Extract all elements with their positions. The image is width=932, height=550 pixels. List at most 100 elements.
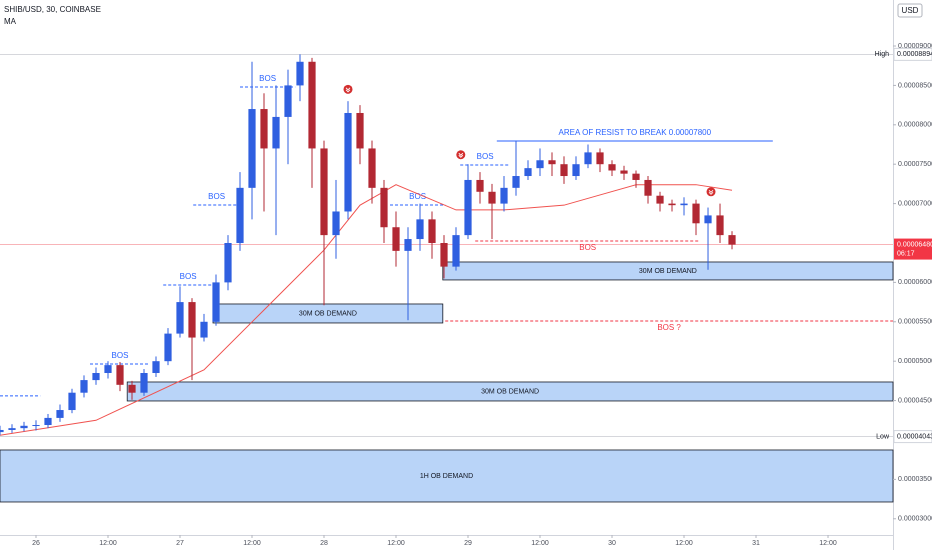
- candle-body: [224, 242, 232, 283]
- x-tick-label: 12:00: [387, 540, 405, 547]
- currency-box[interactable]: [897, 3, 923, 18]
- price-tag-label: 0.00008894: [897, 51, 932, 58]
- y-tick-label: 0.00006000: [898, 279, 932, 286]
- y-tick-label: 0.00005500: [898, 319, 932, 326]
- candle-body: [596, 152, 604, 165]
- y-tick-label: 0.00008000: [898, 122, 932, 129]
- candle-body: [344, 112, 352, 212]
- level-label: BOS ?: [657, 323, 681, 332]
- y-tick-label: 0.00007000: [898, 200, 932, 207]
- candle-body: [572, 164, 580, 177]
- candle-body: [356, 112, 364, 149]
- candle-body: [716, 215, 724, 236]
- candle-body: [56, 410, 64, 418]
- candle-body: [452, 235, 460, 267]
- candle-body: [416, 219, 424, 240]
- level-label: BOS: [180, 272, 197, 281]
- candle-body: [8, 428, 16, 430]
- candle-body: [32, 425, 40, 427]
- candle-body: [668, 203, 676, 206]
- last-price-tag: [894, 238, 932, 260]
- price-tag: [893, 430, 932, 444]
- candle-body: [488, 191, 496, 204]
- y-tick-label: 0.00008500: [898, 82, 932, 89]
- y-tick-label: 0.00003500: [898, 476, 932, 483]
- candle-body: [368, 148, 376, 188]
- candle-body: [176, 302, 184, 334]
- candle-body: [260, 109, 268, 149]
- candle-body: [320, 148, 328, 236]
- candle-body: [164, 333, 172, 362]
- signal-arrow: [345, 87, 351, 93]
- x-tick-label: 29: [464, 540, 472, 547]
- last-price-label: 0.00006480: [897, 241, 932, 248]
- candle-body: [704, 215, 712, 224]
- x-tick-label: 12:00: [243, 540, 261, 547]
- indicator-name: MA: [4, 17, 17, 26]
- moving-average: [0, 184, 733, 436]
- zone-label: 30M OB DEMAND: [299, 310, 357, 317]
- price-line-name: High: [875, 51, 890, 58]
- candle-body: [608, 164, 616, 171]
- x-tick-label: 12:00: [675, 540, 693, 547]
- candle-body: [236, 187, 244, 243]
- y-tick-label: 0.00003000: [898, 516, 932, 523]
- level-label: BOS: [112, 351, 129, 360]
- y-tick-label: 0.00007500: [898, 161, 932, 168]
- candle-body: [464, 179, 472, 236]
- candle-body: [512, 176, 520, 188]
- x-tick-label: 12:00: [531, 540, 549, 547]
- y-tick-label: 0.00009000: [898, 43, 932, 50]
- candle-body: [272, 116, 280, 149]
- candle-body: [248, 109, 256, 188]
- candle-body: [548, 160, 556, 165]
- candle-body: [332, 211, 340, 236]
- candle-body: [212, 282, 220, 322]
- candle-body: [404, 239, 412, 251]
- x-tick-label: 12:00: [819, 540, 837, 547]
- demand-zone: [126, 381, 894, 402]
- candle-body: [128, 384, 136, 393]
- candle-body: [656, 195, 664, 204]
- candle-body: [92, 373, 100, 381]
- x-tick-label: 12:00: [99, 540, 117, 547]
- candle-body: [152, 361, 160, 374]
- candle-body: [728, 235, 736, 245]
- candle-body: [200, 321, 208, 338]
- candle-body: [140, 373, 148, 393]
- candle-body: [80, 380, 88, 393]
- signal-arrow: [708, 189, 714, 195]
- currency[interactable]: USD: [902, 6, 919, 15]
- candle-body: [44, 417, 52, 426]
- zone-label: 30M OB DEMAND: [639, 268, 697, 275]
- zone-label: 1H OB DEMAND: [420, 473, 473, 480]
- price-tag: [893, 47, 932, 61]
- candle-body: [692, 203, 700, 224]
- candle-body: [284, 85, 292, 117]
- price-tag-label: 0.00004043: [897, 433, 932, 440]
- level-label: BOS: [477, 152, 494, 161]
- candle-body: [392, 227, 400, 251]
- x-tick-label: 28: [320, 540, 328, 547]
- candle-body: [560, 164, 568, 177]
- candle-body: [680, 203, 688, 206]
- level-label: BOS: [579, 243, 596, 252]
- x-tick-label: 27: [176, 540, 184, 547]
- y-tick-label: 0.00005000: [898, 358, 932, 365]
- candle-body: [20, 425, 28, 429]
- candle-body: [524, 168, 532, 177]
- candle-body: [104, 365, 112, 374]
- candle-body: [500, 187, 508, 204]
- candle-body: [188, 302, 196, 338]
- signal-arrow: [458, 152, 464, 158]
- candle-body: [0, 429, 4, 433]
- candle-body: [476, 179, 484, 192]
- level-label: BOS: [409, 192, 426, 201]
- demand-zone: [0, 449, 894, 503]
- candle-body: [440, 242, 448, 267]
- candle-body: [116, 365, 124, 385]
- chart-title: SHIB/USD, 30, COINBASE: [4, 5, 101, 14]
